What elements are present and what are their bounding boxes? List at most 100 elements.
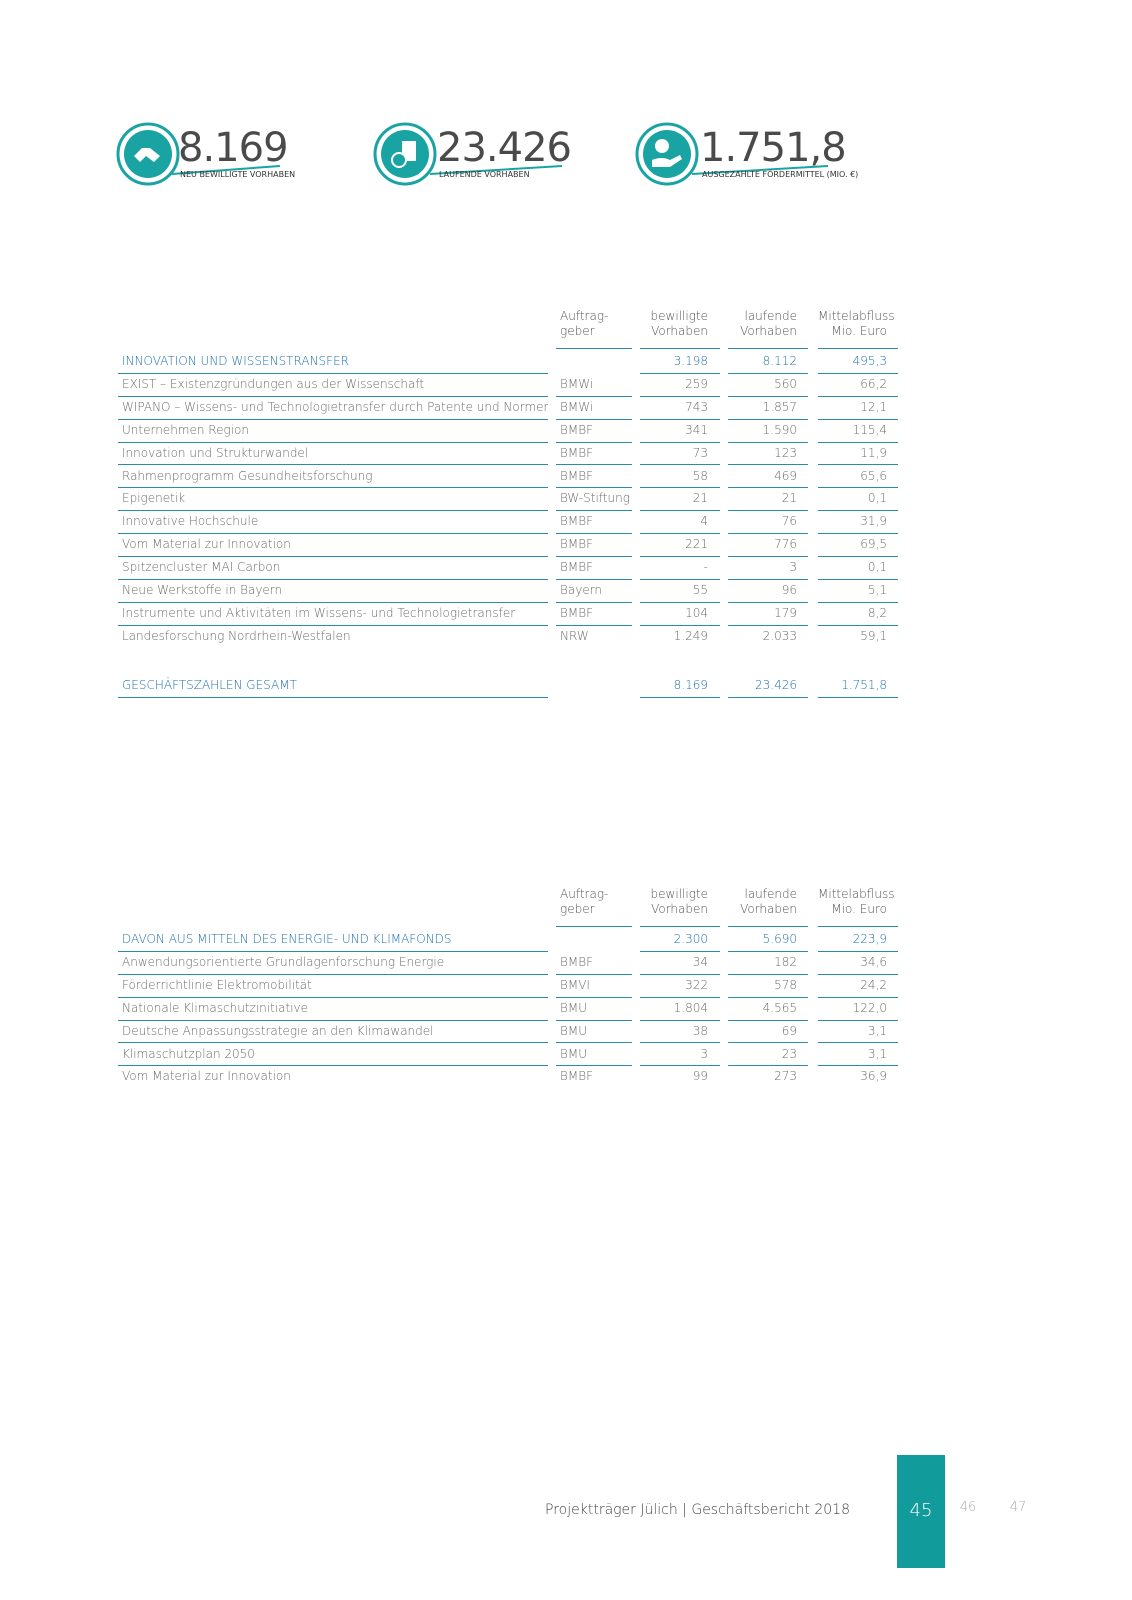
row-value: BMBF — [560, 1069, 593, 1084]
row-value: 0,1 — [818, 557, 898, 580]
column-header: bewilligte Vorhaben — [640, 887, 720, 927]
row-value: 1.590 — [728, 420, 808, 443]
row-value: BMBF — [556, 952, 632, 975]
header-line: geber — [560, 902, 595, 916]
header-line: laufende — [744, 887, 797, 901]
row-value: 182 — [728, 952, 808, 975]
row-value: 122,0 — [818, 998, 898, 1021]
row-label: Innovation und Strukturwandel — [118, 443, 548, 466]
row-label: Rahmenprogramm Gesundheitsforschung — [118, 466, 548, 489]
page-number: 45 — [909, 1500, 933, 1521]
section-value: 5.690 — [728, 929, 808, 952]
header-line: Vorhaben — [651, 902, 708, 916]
row-label: Spitzencluster MAI Carbon — [118, 557, 548, 580]
row-label: Instrumente und Aktivitäten im Wissens- … — [118, 603, 548, 626]
kpi-value: 8.169 — [178, 125, 289, 171]
section-value: 495,3 — [818, 351, 898, 374]
page-tab — [897, 1455, 945, 1568]
row-value: BMBF — [556, 466, 632, 489]
kpi-label: NEU BEWILLIGTE VORHABEN — [180, 170, 296, 179]
row-value: 8,2 — [818, 603, 898, 626]
header-line: bewilligte — [650, 309, 708, 323]
row-value: BMVI — [556, 975, 632, 998]
kpi-icon — [116, 122, 281, 186]
row-value: 34,6 — [818, 952, 898, 975]
row-value: BMU — [556, 1044, 632, 1067]
column-header: bewilligte Vorhaben — [640, 309, 720, 349]
row-value: 3,1 — [818, 1044, 898, 1067]
row-value: 743 — [640, 397, 720, 420]
row-label: Vom Material zur Innovation — [122, 1069, 291, 1084]
row-value: 73 — [640, 443, 720, 466]
total-value: 23.426 — [728, 675, 808, 698]
row-value: 55 — [640, 580, 720, 603]
row-value: BMBF — [556, 557, 632, 580]
row-label: WIPANO – Wissens- und Technologietransfe… — [118, 397, 548, 420]
row-label: Vom Material zur Innovation — [118, 534, 548, 558]
header-line: Mittelabfluss — [818, 309, 895, 323]
row-value: NRW — [560, 628, 589, 643]
row-value: 21 — [728, 488, 808, 512]
kpi-icons — [116, 122, 829, 186]
header-line: Auftrag- — [560, 887, 609, 901]
row-value: 104 — [640, 603, 720, 626]
column-header: laufende Vorhaben — [728, 887, 808, 927]
row-value: 341 — [640, 420, 720, 443]
row-value: 76 — [728, 511, 808, 535]
section-value: 2.300 — [640, 929, 720, 952]
row-value: 34 — [640, 952, 720, 975]
row-value: 3 — [728, 557, 808, 580]
header-line: Vorhaben — [740, 324, 797, 338]
row-value: 179 — [728, 603, 808, 626]
row-label: Innovative Hochschule — [118, 511, 548, 535]
row-value: 221 — [640, 534, 720, 558]
kpi-label: AUSGEZAHLTE FÖRDERMITTEL (MIO. €) — [702, 170, 859, 179]
header-line: Vorhaben — [740, 902, 797, 916]
row-value: 69,5 — [818, 534, 898, 558]
header-line: Auftrag- — [560, 309, 609, 323]
kpi-icon — [373, 122, 563, 186]
row-value: 115,4 — [818, 420, 898, 443]
row-label: Unternehmen Region — [118, 420, 548, 443]
header-line: Mio. Euro — [831, 902, 887, 916]
row-value: 12,1 — [818, 397, 898, 420]
row-value: 0,1 — [818, 488, 898, 512]
row-label: Epigenetik — [118, 488, 548, 512]
row-value: - — [640, 557, 720, 580]
total-value: 1.751,8 — [818, 675, 898, 698]
row-value: 24,2 — [818, 975, 898, 998]
header-line: bewilligte — [650, 887, 708, 901]
row-label: Deutsche Anpassungsstrategie an den Klim… — [118, 1021, 548, 1044]
section-label: DAVON AUS MITTELN DES ENERGIE- UND KLIMA… — [118, 929, 548, 952]
section-label: INNOVATION UND WISSENSTRANSFER — [118, 351, 548, 374]
header-line: Mittelabfluss — [818, 887, 895, 901]
kpi-icon — [635, 122, 829, 186]
section-value: 8.112 — [728, 351, 808, 374]
row-value: 21 — [640, 488, 720, 512]
header-line: Vorhaben — [651, 324, 708, 338]
row-value: 31,9 — [818, 511, 898, 535]
kpi-value: 23.426 — [437, 125, 572, 171]
row-value: 273 — [774, 1069, 797, 1084]
row-value: 322 — [640, 975, 720, 998]
row-value: BMU — [556, 998, 632, 1021]
page-number: 47 — [1009, 1500, 1027, 1515]
row-value: 96 — [728, 580, 808, 603]
row-value: BMWi — [556, 374, 632, 397]
column-header: laufende Vorhaben — [728, 309, 808, 349]
page-number: 46 — [959, 1500, 977, 1515]
footer-text: Projektträger Jülich | Geschäftsbericht … — [545, 1502, 850, 1518]
row-value: 578 — [728, 975, 808, 998]
row-value: 66,2 — [818, 374, 898, 397]
row-value: 36,9 — [860, 1069, 887, 1084]
row-value: BMWi — [556, 397, 632, 420]
row-value: 1.249 — [673, 628, 708, 643]
row-label: Landesforschung Nordrhein-Westfalen — [122, 628, 351, 643]
column-header: Auftrag-geber — [556, 309, 632, 349]
row-value: 65,6 — [818, 466, 898, 489]
row-label: Förderrichtlinie Elektromobilität — [118, 975, 548, 998]
row-value: 123 — [728, 443, 808, 466]
row-value: BMBF — [556, 420, 632, 443]
row-label: EXIST – Existenzgründungen aus der Wisse… — [118, 374, 548, 397]
row-value: BMBF — [556, 534, 632, 558]
